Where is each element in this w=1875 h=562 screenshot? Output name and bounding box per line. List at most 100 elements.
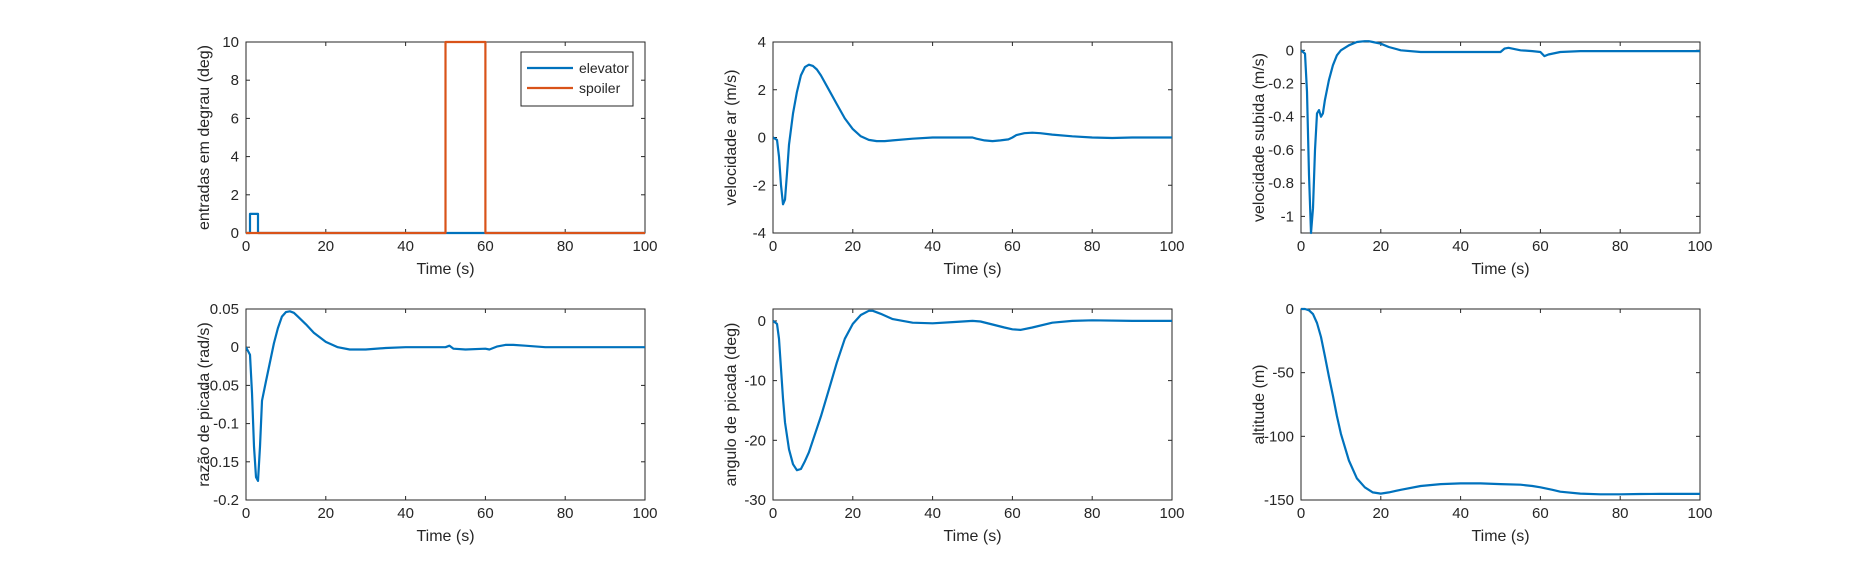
y-tick-label: -150 (1264, 492, 1294, 509)
x-tick-label: 0 (242, 238, 250, 255)
series-line-spoiler (246, 40, 645, 235)
chart-6: 0 20 40 60 80 100 -150 -100 -50 0 Time (s) altitude… (1251, 301, 1713, 545)
legend: elevator spoiler (520, 51, 634, 107)
x-tick-label: 20 (317, 505, 334, 522)
series-line-elevator (246, 212, 645, 235)
y-tick-label: 0 (758, 313, 766, 330)
legend-box (520, 51, 634, 107)
y-tick-label: -0.1 (213, 416, 239, 433)
x-tick-label: 100 (1687, 505, 1712, 522)
y-tick-label: 4 (231, 149, 239, 166)
y-tick-label: -0.2 (1268, 76, 1294, 93)
x-axis-label: Time (s) (416, 261, 474, 278)
y-tick-label: -100 (1264, 428, 1294, 445)
y-tick-label: 4 (758, 34, 766, 51)
y-tick-label: 0 (1286, 42, 1294, 59)
y-axis-label: velocidade subida (m/s) (1251, 53, 1268, 222)
y-tick-label: -0.6 (1268, 142, 1294, 159)
y-tick-label: 0 (231, 339, 239, 356)
x-tick-label: 80 (1612, 238, 1629, 255)
x-tick-label: 40 (397, 505, 414, 522)
x-tick-label: 80 (1084, 505, 1101, 522)
series-line (1301, 40, 1700, 235)
legend-label: spoiler (579, 80, 621, 96)
x-axis-label: Time (s) (416, 528, 474, 545)
y-tick-label: -2 (753, 177, 766, 194)
x-axis-label: Time (s) (943, 528, 1001, 545)
x-tick-label: 40 (924, 505, 941, 522)
y-tick-label: 2 (231, 187, 239, 204)
x-tick-label: 20 (317, 238, 334, 255)
x-tick-label: 60 (477, 505, 494, 522)
y-tick-label: 6 (231, 110, 239, 127)
x-tick-label: 20 (1372, 505, 1389, 522)
y-tick-label: -0.4 (1268, 109, 1294, 126)
series-line (1301, 307, 1700, 496)
x-tick-label: 80 (557, 238, 574, 255)
x-tick-label: 40 (397, 238, 414, 255)
y-tick-label: 0 (231, 225, 239, 242)
y-axis-label: angulo de picada (deg) (723, 323, 740, 487)
x-tick-label: 40 (924, 238, 941, 255)
x-tick-label: 20 (844, 238, 861, 255)
plot-area (772, 308, 1173, 501)
y-tick-label: -0.2 (213, 492, 239, 509)
y-tick-label: -4 (753, 225, 766, 242)
chart-4: 0 20 40 60 80 100 -0.2 -0.15 -0.1 -0.05 0 0.05 Time … (196, 301, 658, 545)
x-tick-label: 20 (844, 505, 861, 522)
y-axis-label: velocidade ar (m/s) (723, 69, 740, 205)
y-tick-label: -0.15 (205, 454, 239, 471)
y-axis-label: altitude (m) (1251, 364, 1268, 444)
x-tick-label: 60 (1532, 505, 1549, 522)
y-tick-label: 0 (1286, 301, 1294, 318)
x-tick-label: 40 (1452, 505, 1469, 522)
x-tick-label: 100 (1687, 238, 1712, 255)
x-tick-label: 60 (477, 238, 494, 255)
x-axis-label: Time (s) (943, 261, 1001, 278)
y-tick-label: -50 (1272, 365, 1294, 382)
y-tick-label: 0 (758, 130, 766, 147)
series-line (773, 309, 1172, 472)
chart-3: 0 20 40 60 80 100 -1 -0.8 -0.6 -0.4 -0.2 0 Time (s) v… (1251, 40, 1713, 278)
x-tick-label: 0 (769, 505, 777, 522)
x-tick-label: 20 (1372, 238, 1389, 255)
x-axis-label: Time (s) (1471, 528, 1529, 545)
x-tick-label: 0 (1297, 238, 1305, 255)
plot-area (1300, 41, 1701, 234)
x-tick-label: 0 (242, 505, 250, 522)
x-tick-label: 40 (1452, 238, 1469, 255)
plot-area (1300, 308, 1701, 501)
y-axis-label: entradas em degrau (deg) (196, 45, 213, 230)
x-axis-label: Time (s) (1471, 261, 1529, 278)
y-tick-label: -30 (744, 492, 766, 509)
y-tick-label: -20 (744, 432, 766, 449)
y-axis-label: razão de picada (rad/s) (196, 322, 213, 487)
chart-1: 0 20 40 60 80 100 0 2 4 6 8 10 Time (s) entradas em d… (196, 34, 658, 278)
x-tick-label: 0 (1297, 505, 1305, 522)
x-tick-label: 100 (632, 238, 657, 255)
x-tick-label: 100 (1159, 505, 1184, 522)
series-line (246, 310, 645, 482)
series-line (773, 63, 1172, 206)
y-tick-label: 10 (222, 34, 239, 51)
x-tick-label: 100 (1159, 238, 1184, 255)
y-tick-label: -10 (744, 373, 766, 390)
y-tick-label: -1 (1281, 208, 1294, 225)
plot-area (245, 308, 646, 501)
y-tick-label: -0.8 (1268, 175, 1294, 192)
x-tick-label: 0 (769, 238, 777, 255)
x-tick-label: 80 (1084, 238, 1101, 255)
x-tick-label: 60 (1004, 238, 1021, 255)
x-tick-label: 80 (557, 505, 574, 522)
y-tick-label: 8 (231, 72, 239, 89)
x-tick-label: 60 (1004, 505, 1021, 522)
chart-2: 0 20 40 60 80 100 -4 -2 0 2 4 Time (s) velocidade ar… (723, 34, 1185, 278)
legend-label: elevator (579, 60, 629, 76)
y-tick-label: 0.05 (210, 301, 239, 318)
chart-5: 0 20 40 60 80 100 -30 -20 -10 0 Time (s) angulo de … (723, 308, 1185, 545)
x-tick-label: 80 (1612, 505, 1629, 522)
y-tick-label: 2 (758, 82, 766, 99)
x-tick-label: 100 (632, 505, 657, 522)
y-tick-label: -0.05 (205, 377, 239, 394)
